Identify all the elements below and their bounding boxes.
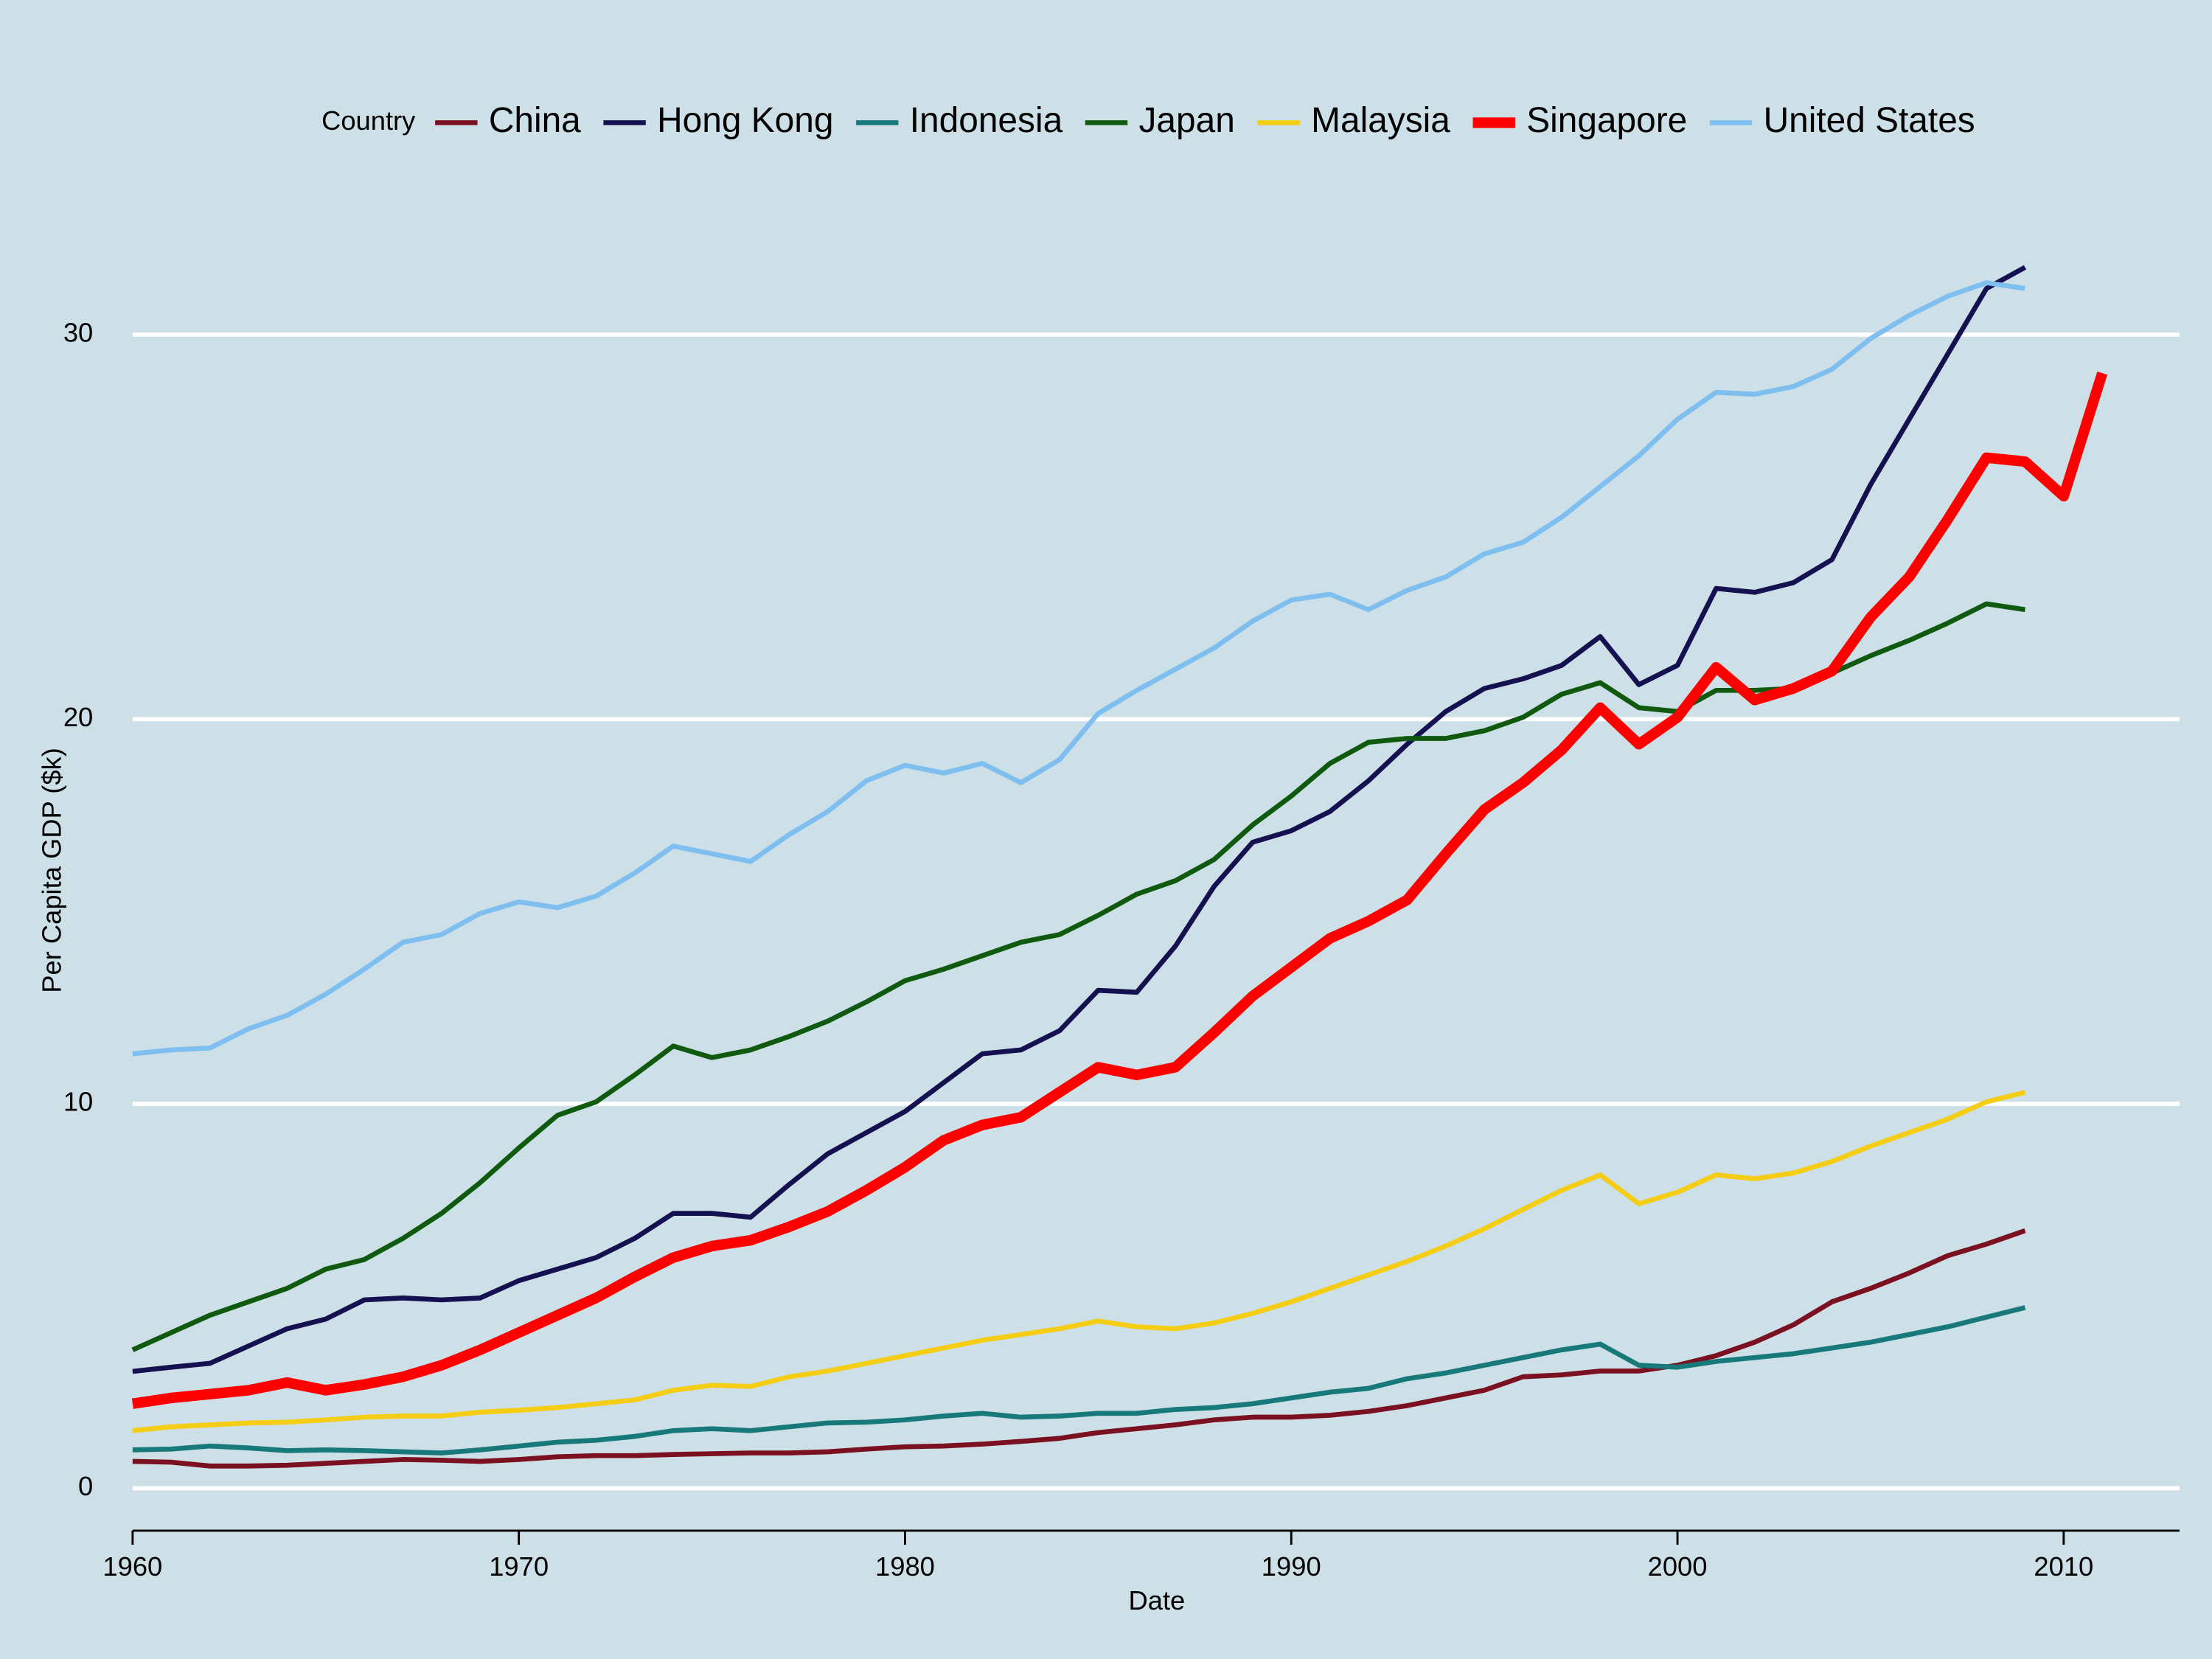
legend-label: Singapore	[1526, 101, 1687, 140]
legend-title: Country	[321, 105, 416, 136]
series-line	[131, 371, 2108, 1409]
y-tick-label: 20	[63, 702, 93, 732]
series-line	[132, 265, 2027, 1374]
legend-label: Japan	[1139, 101, 1235, 140]
y-tick-label: 0	[78, 1471, 93, 1501]
x-tick-label: 1980	[875, 1551, 935, 1582]
x-tick-label: 1960	[102, 1551, 162, 1582]
legend-label: China	[489, 101, 581, 140]
legend-label: United States	[1764, 101, 1975, 140]
y-tick-label: 30	[63, 317, 93, 347]
series-line	[132, 1228, 2026, 1469]
x-tick-label: 2010	[2034, 1551, 2093, 1582]
series-line	[132, 280, 2025, 1057]
legend: Country China Hong Kong Indonesia Japan Malay…	[321, 101, 1975, 140]
y-axis-label: Per Capita GDP ($k)	[36, 748, 66, 993]
series-line	[132, 1090, 2026, 1433]
series-line	[131, 601, 2025, 1352]
x-axis-label: Date	[1128, 1585, 1185, 1615]
series-line	[132, 1305, 2026, 1455]
legend-label: Indonesia	[910, 101, 1063, 140]
x-tick-label: 1970	[489, 1551, 549, 1582]
legend-label: Hong Kong	[657, 101, 833, 140]
x-tick-label: 1990	[1262, 1551, 1321, 1582]
y-tick-label: 10	[63, 1087, 93, 1117]
x-tick-label: 2000	[1648, 1551, 1708, 1582]
legend-label: Malaysia	[1311, 101, 1450, 140]
